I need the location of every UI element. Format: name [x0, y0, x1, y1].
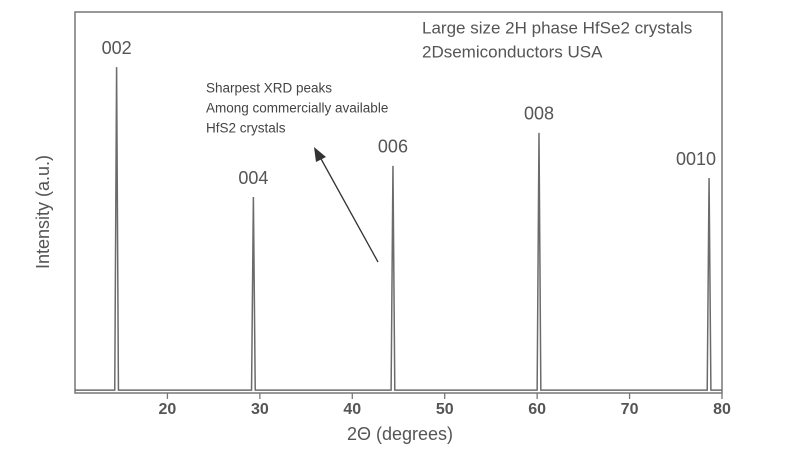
- x-tick-label: 80: [713, 401, 731, 418]
- spectrum-line: [75, 67, 722, 391]
- x-axis-label: 2Θ (degrees): [347, 424, 453, 444]
- arrow-shaft: [319, 156, 379, 263]
- y-axis-label: Intensity (a.u.): [33, 155, 53, 269]
- plot-frame: [74, 11, 723, 394]
- title-line: 2Dsemiconductors USA: [422, 42, 603, 61]
- title-line: Large size 2H phase HfSe2 crystals: [422, 18, 692, 37]
- x-tick-label: 40: [343, 401, 361, 418]
- peak-label: 0010: [676, 149, 716, 169]
- x-tick-label: 20: [159, 401, 177, 418]
- note-line: Among commercially available: [206, 101, 388, 116]
- peak-label: 002: [102, 38, 132, 58]
- note-line: HfS2 crystals: [206, 121, 286, 136]
- note-line: Sharpest XRD peaks: [206, 81, 332, 96]
- peak-label: 008: [524, 104, 554, 124]
- peak-label: 006: [378, 137, 408, 157]
- x-tick-label: 60: [528, 401, 546, 418]
- peak-label: 004: [238, 168, 268, 188]
- arrow-head: [314, 147, 326, 162]
- x-tick-label: 30: [251, 401, 269, 418]
- x-tick-label: 50: [436, 401, 454, 418]
- x-tick-label: 70: [621, 401, 639, 418]
